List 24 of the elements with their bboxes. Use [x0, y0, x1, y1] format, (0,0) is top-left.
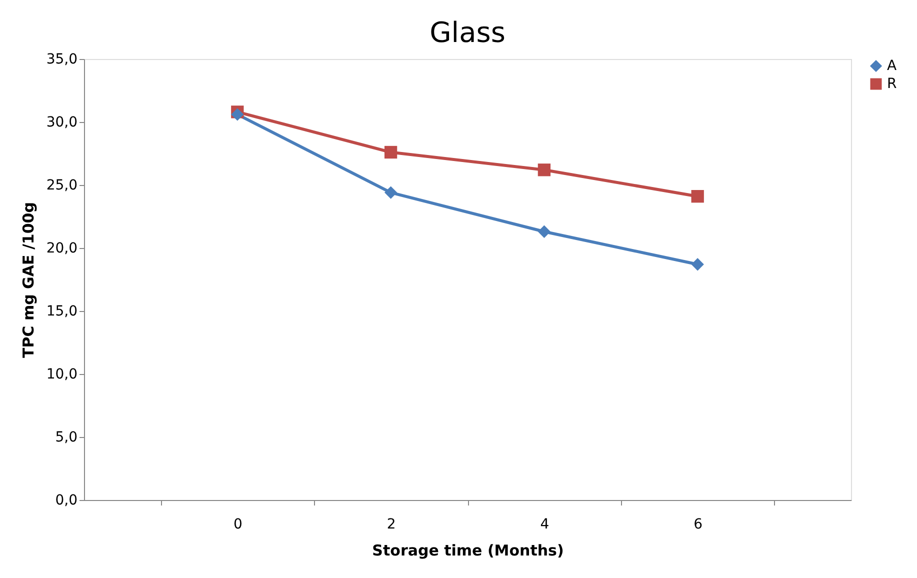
x-tick-label: 0: [233, 516, 242, 532]
legend-label: R: [887, 76, 897, 92]
x-tick-label: 2: [386, 516, 396, 532]
y-tick-label: 20,0: [46, 240, 78, 256]
y-tick-label: 5,0: [55, 430, 78, 446]
point: [691, 190, 704, 203]
y-tick-label: 25,0: [46, 178, 78, 194]
legend-label: A: [887, 58, 897, 74]
x-axis-title: Storage time (Months): [372, 542, 564, 560]
point: [384, 186, 398, 199]
point: [691, 258, 704, 271]
y-tick-label: 10,0: [46, 366, 78, 382]
y-tick-label: 15,0: [46, 304, 78, 320]
y-axis-title: TPC mg GAE /100g: [19, 202, 38, 358]
y-tick-label: 35,0: [46, 52, 78, 68]
y-tick-label: 30,0: [46, 114, 78, 130]
chart-title: Glass: [430, 16, 506, 49]
x-tick-label: 4: [540, 516, 550, 532]
x-tick-label: 6: [694, 516, 703, 532]
point: [538, 225, 551, 238]
point: [231, 108, 244, 121]
y-tick-label: 0,0: [55, 492, 78, 508]
point: [384, 146, 398, 159]
point: [538, 164, 551, 176]
